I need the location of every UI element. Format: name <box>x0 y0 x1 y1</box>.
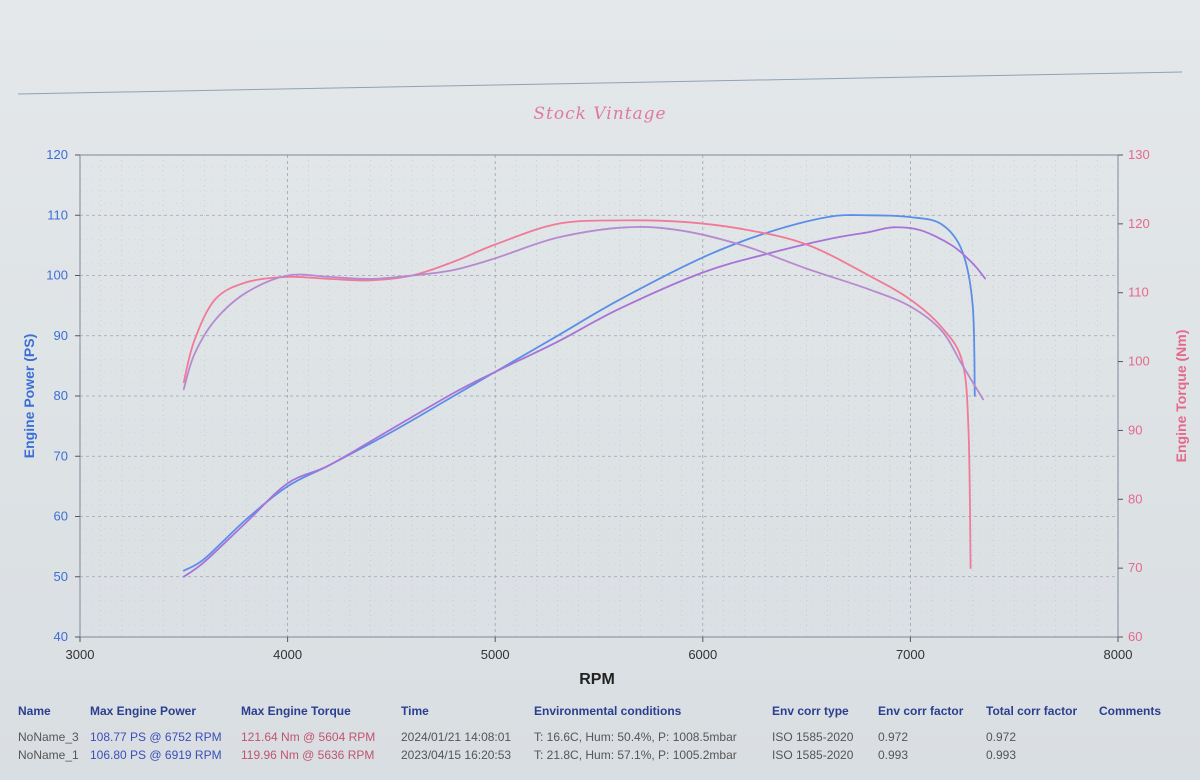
row2-max-torque: 119.96 Nm @ 5636 RPM <box>241 748 375 762</box>
row2-time: 2023/04/15 16:20:53 <box>401 748 512 762</box>
y-left-tick-label-0: 40 <box>54 629 68 644</box>
x-tick-label-2: 5000 <box>481 647 510 662</box>
header-rule <box>17 71 1183 95</box>
y-right-tick-label-7: 130 <box>1128 147 1150 162</box>
y-left-tick-label-2: 60 <box>54 509 68 524</box>
y-right-tick-label-1: 70 <box>1128 560 1142 575</box>
y-axis-left-title: Engine Power (PS) <box>21 334 37 458</box>
x-tick-label-5: 8000 <box>1104 647 1133 662</box>
row1-name: NoName_3 <box>18 730 79 744</box>
series-lines <box>182 214 986 578</box>
row1-max-torque: 121.64 Nm @ 5604 RPM <box>241 730 376 744</box>
results-table: Name Max Engine Power Max Engine Torque … <box>0 696 1200 780</box>
y-axis-right-title: Engine Torque (Nm) <box>1173 330 1189 463</box>
x-tick-label-0: 3000 <box>66 647 95 662</box>
x-tick-label-1: 4000 <box>273 647 302 662</box>
y-right-tick-label-5: 110 <box>1128 285 1149 300</box>
col-header-max-power: Max Engine Power <box>90 704 197 718</box>
y-left-tick-label-8: 120 <box>46 147 68 162</box>
y-left-tick-label-6: 100 <box>46 268 68 283</box>
row2-env-corr-type: ISO 1585-2020 <box>772 748 854 762</box>
y-right-tick-label-4: 100 <box>1128 354 1150 369</box>
row2-env-corr-factor: 0.993 <box>878 748 909 762</box>
x-tick-label-4: 7000 <box>896 647 925 662</box>
y-right-tick-label-3: 90 <box>1128 422 1142 437</box>
row2-name: NoName_1 <box>18 748 79 762</box>
row1-env-corr-type: ISO 1585-2020 <box>772 730 854 744</box>
series-line-noname_1-power <box>182 226 986 578</box>
y-right-tick-label-6: 120 <box>1128 216 1150 231</box>
col-header-comments: Comments <box>1099 704 1162 718</box>
y-left-tick-label-4: 80 <box>54 388 68 403</box>
y-left-tick-label-7: 110 <box>47 207 68 222</box>
col-header-total-corr-factor: Total corr factor <box>986 704 1078 718</box>
col-header-name: Name <box>18 704 51 718</box>
dyno-chart: 3000 4000 5000 6000 7000 8000 40 50 60 70 80 90 100 1… <box>17 71 1189 688</box>
y-left-tick-label-1: 50 <box>54 569 68 584</box>
row2-max-power: 106.80 PS @ 6919 RPM <box>90 748 222 762</box>
col-header-env-conditions: Environmental conditions <box>534 704 682 718</box>
series-line-noname_1-torque <box>182 226 984 401</box>
axis-ticks: 3000 4000 5000 6000 7000 8000 40 50 60 70 80 90 100 1… <box>46 147 1149 662</box>
grid <box>80 155 1118 637</box>
col-header-env-corr-type: Env corr type <box>772 704 849 718</box>
y-left-tick-label-5: 90 <box>54 328 68 343</box>
col-header-max-torque: Max Engine Torque <box>241 704 351 718</box>
row1-env-corr-factor: 0.972 <box>878 730 909 744</box>
x-tick-label-3: 6000 <box>688 647 717 662</box>
y-left-tick-label-3: 70 <box>54 448 68 463</box>
row1-total-corr-factor: 0.972 <box>986 730 1017 744</box>
row1-time: 2024/01/21 14:08:01 <box>401 730 512 744</box>
row2-env-conditions: T: 21.8C, Hum: 57.1%, P: 1005.2mbar <box>534 748 737 762</box>
y-right-tick-label-0: 60 <box>1128 629 1142 644</box>
chart-title: Stock Vintage <box>533 104 667 124</box>
row2-total-corr-factor: 0.993 <box>986 748 1017 762</box>
col-header-time: Time <box>401 704 429 718</box>
series-line-noname_3-power <box>182 214 976 572</box>
col-header-env-corr-factor: Env corr factor <box>878 704 964 718</box>
row1-max-power: 108.77 PS @ 6752 RPM <box>90 730 222 744</box>
y-right-tick-label-2: 80 <box>1128 491 1142 506</box>
row1-env-conditions: T: 16.6C, Hum: 50.4%, P: 1008.5mbar <box>534 730 737 744</box>
series-line-noname_3-torque <box>182 219 972 569</box>
x-axis-title: RPM <box>579 671 615 688</box>
